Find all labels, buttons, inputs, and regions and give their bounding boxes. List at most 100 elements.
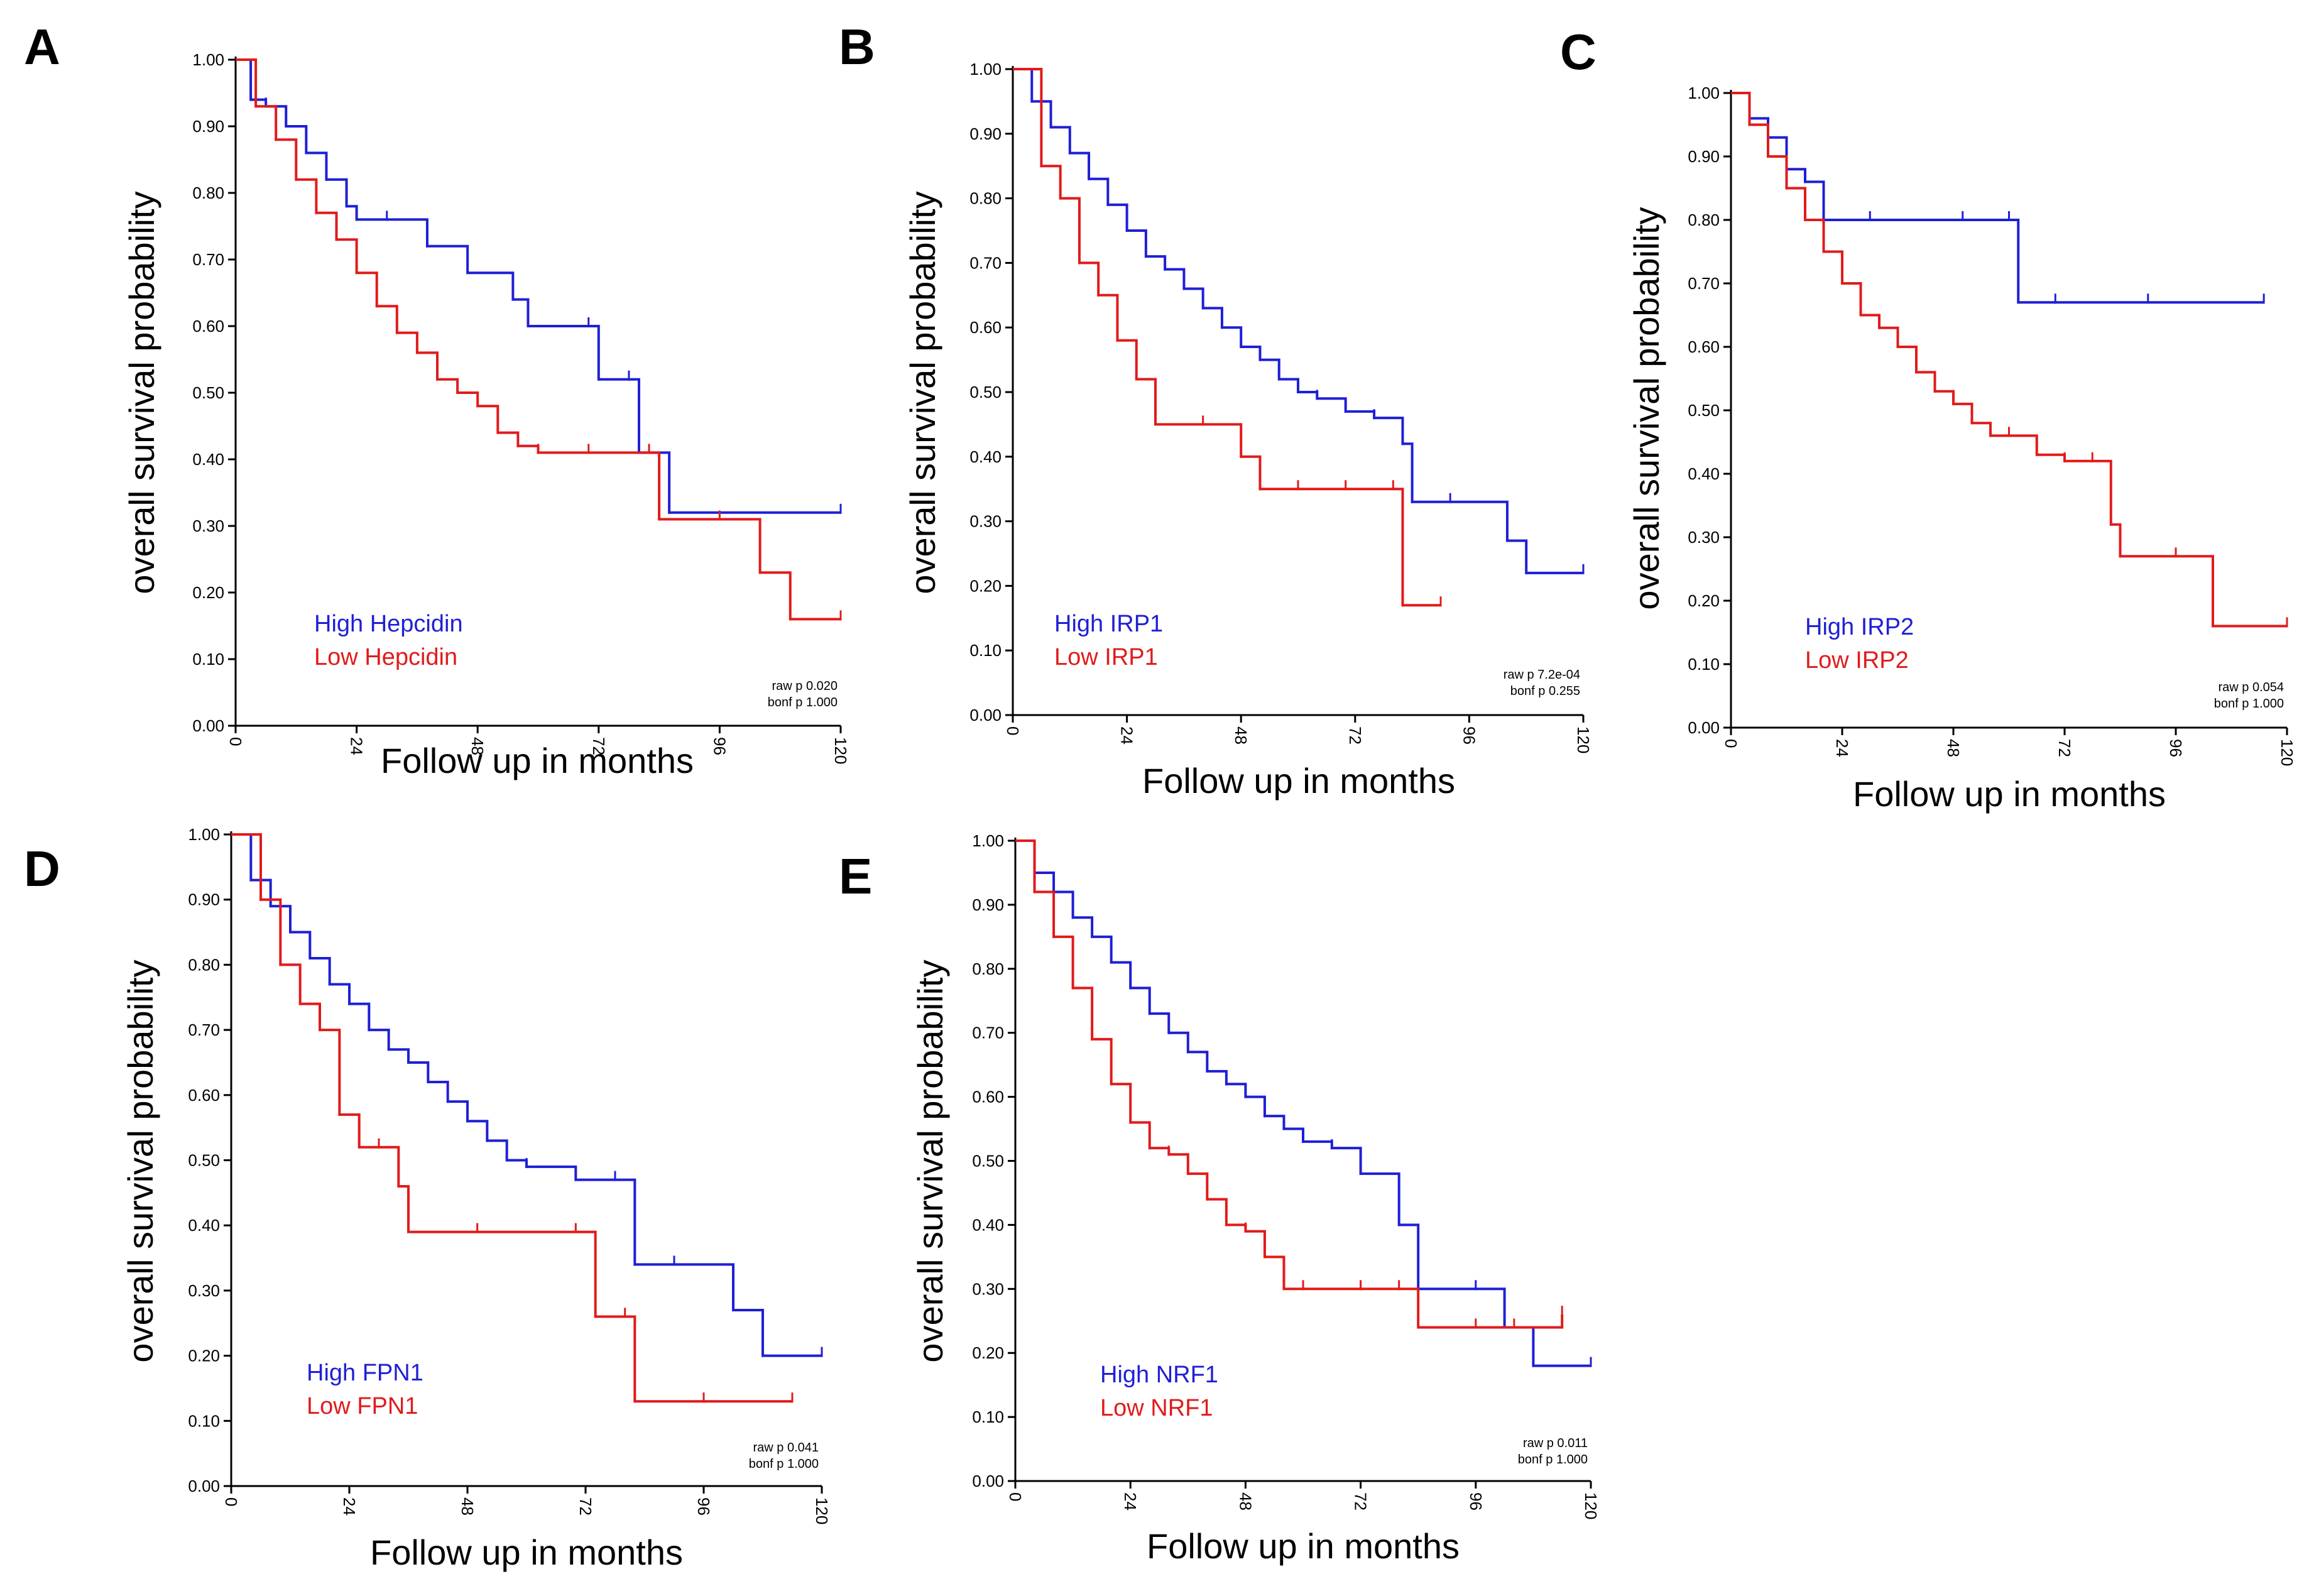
x-tick-label: 96 (694, 1497, 713, 1516)
y-tick-label: 0.40 (192, 450, 224, 469)
panel-d: D 0.00 0.10 0.20 0.30 0.40 0.50 0.60 0.70 0.80 0.9… (24, 825, 831, 1572)
y-tick-label: 0.30 (188, 1281, 220, 1300)
x-tick-label: 24 (1121, 1492, 1140, 1511)
y-tick-label: 0.30 (972, 1279, 1004, 1298)
y-tick-label: 0.20 (192, 583, 224, 602)
x-tick-label: 72 (2055, 739, 2074, 757)
y-tick-label: 0.80 (969, 189, 1002, 208)
y-tick-label: 0.50 (972, 1152, 1004, 1171)
x-axis-label: Follow up in months (370, 1533, 683, 1572)
y-tick-label: 0.50 (969, 383, 1002, 402)
series-line-high (231, 833, 822, 1357)
x-tick-label: 96 (2166, 739, 2185, 757)
x-tick-label: 48 (1231, 726, 1250, 745)
raw-p-value: raw p 0.020 (772, 679, 838, 693)
y-tick-label: 0.00 (1688, 718, 1720, 737)
panel-letter: B (839, 19, 875, 75)
legend-low: Low IRP1 (1054, 644, 1158, 670)
y-tick-label: 1.00 (192, 50, 224, 69)
y-tick-label: 0.90 (972, 895, 1004, 914)
bonf-p-value: bonf p 1.000 (749, 1457, 819, 1471)
y-tick-label: 0.50 (192, 383, 224, 402)
y-tick-label: 0.60 (969, 318, 1002, 337)
legend-high: High FPN1 (307, 1360, 423, 1386)
y-axis-label: overall survival probability (122, 191, 161, 594)
y-tick-label: 1.00 (972, 831, 1004, 850)
y-tick-label: 0.80 (188, 955, 220, 974)
y-tick-label: 0.00 (188, 1477, 220, 1495)
x-tick-label: 24 (1118, 726, 1137, 745)
x-axis-label: Follow up in months (1142, 761, 1455, 801)
panel-b: B 0.00 0.10 0.20 0.30 0.40 0.50 0.60 0.70 0.80 0.9… (839, 19, 1593, 801)
y-tick-label: 0.30 (969, 512, 1002, 531)
x-tick-label: 120 (1581, 1492, 1600, 1519)
x-tick-label: 120 (1574, 726, 1593, 753)
x-tick-label: 72 (1346, 726, 1365, 745)
legend-low: Low IRP2 (1805, 647, 1909, 674)
y-tick-label: 0.70 (188, 1020, 220, 1039)
panel-e: E 0.00 0.10 0.20 0.30 0.40 0.50 0.60 0.70 0.80 0.9… (839, 831, 1600, 1566)
y-tick-label: 0.40 (1688, 464, 1720, 483)
y-tick-label: 0.60 (972, 1088, 1004, 1107)
y-tick-label: 0.40 (972, 1215, 1004, 1234)
y-tick-label: 0.40 (969, 447, 1002, 466)
panel-a: A 0.00 0.10 0.20 0.30 0.40 0.50 0.60 0.70 0.80 0.9… (24, 19, 850, 780)
x-axis-label: Follow up in months (381, 741, 694, 780)
y-tick-label: 0.10 (1688, 655, 1720, 674)
y-tick-label: 0.20 (972, 1343, 1004, 1362)
y-tick-label: 1.00 (969, 60, 1002, 79)
legend-high: High IRP1 (1054, 611, 1163, 637)
y-tick-label: 0.90 (969, 124, 1002, 143)
x-tick-label: 120 (812, 1497, 831, 1524)
panel-letter: A (24, 19, 60, 75)
y-tick-label: 0.80 (972, 959, 1004, 978)
legend-low: Low Hepcidin (314, 644, 457, 670)
bonf-p-value: bonf p 1.000 (1518, 1453, 1588, 1467)
y-tick-label: 0.20 (188, 1347, 220, 1365)
raw-p-value: raw p 0.011 (1523, 1436, 1588, 1450)
x-tick-label: 0 (1003, 726, 1022, 735)
y-tick-label: 0.90 (192, 117, 224, 136)
y-tick-label: 1.00 (1688, 84, 1720, 102)
y-tick-label: 0.70 (192, 250, 224, 269)
y-tick-label: 0.90 (188, 890, 220, 909)
x-axis-label: Follow up in months (1147, 1526, 1460, 1566)
y-tick-label: 0.70 (1688, 274, 1720, 293)
y-tick-label: 0.90 (1688, 147, 1720, 166)
x-axis-label: Follow up in months (1853, 774, 2166, 814)
legend-low: Low NRF1 (1100, 1395, 1213, 1421)
y-tick-label: 0.10 (969, 641, 1002, 660)
x-tick-label: 0 (1722, 739, 1740, 748)
legend-high: High NRF1 (1100, 1362, 1218, 1388)
y-tick-label: 0.60 (1688, 337, 1720, 356)
y-axis-label: overall survival probability (1627, 207, 1666, 609)
x-tick-label: 0 (1006, 1492, 1025, 1501)
x-tick-label: 72 (589, 737, 608, 755)
x-tick-label: 24 (340, 1497, 359, 1516)
x-tick-label: 96 (1460, 726, 1478, 745)
legend-low: Low FPN1 (307, 1393, 418, 1419)
series-line-low (1013, 68, 1441, 607)
y-axis-label: overall survival probability (910, 959, 950, 1362)
raw-p-value: raw p 0.054 (2218, 680, 2284, 694)
x-tick-label: 48 (468, 737, 487, 755)
y-axis-label: overall survival probability (121, 959, 160, 1362)
x-tick-label: 48 (1944, 739, 1963, 757)
x-tick-label: 48 (458, 1497, 477, 1516)
y-tick-label: 0.10 (972, 1407, 1004, 1426)
series-line-low (1731, 92, 2287, 628)
panel-letter: C (1560, 24, 1597, 80)
raw-p-value: raw p 0.041 (753, 1441, 819, 1455)
legend-high: High IRP2 (1805, 614, 1914, 640)
y-tick-label: 0.00 (972, 1472, 1004, 1490)
series-line-low (1015, 839, 1564, 1329)
y-tick-label: 0.10 (188, 1411, 220, 1430)
x-tick-label: 72 (576, 1497, 595, 1516)
x-tick-label: 96 (710, 737, 729, 755)
raw-p-value: raw p 7.2e-04 (1504, 668, 1580, 682)
bonf-p-value: bonf p 1.000 (768, 696, 838, 709)
x-tick-label: 24 (347, 737, 366, 755)
panel-letter: E (839, 848, 872, 904)
